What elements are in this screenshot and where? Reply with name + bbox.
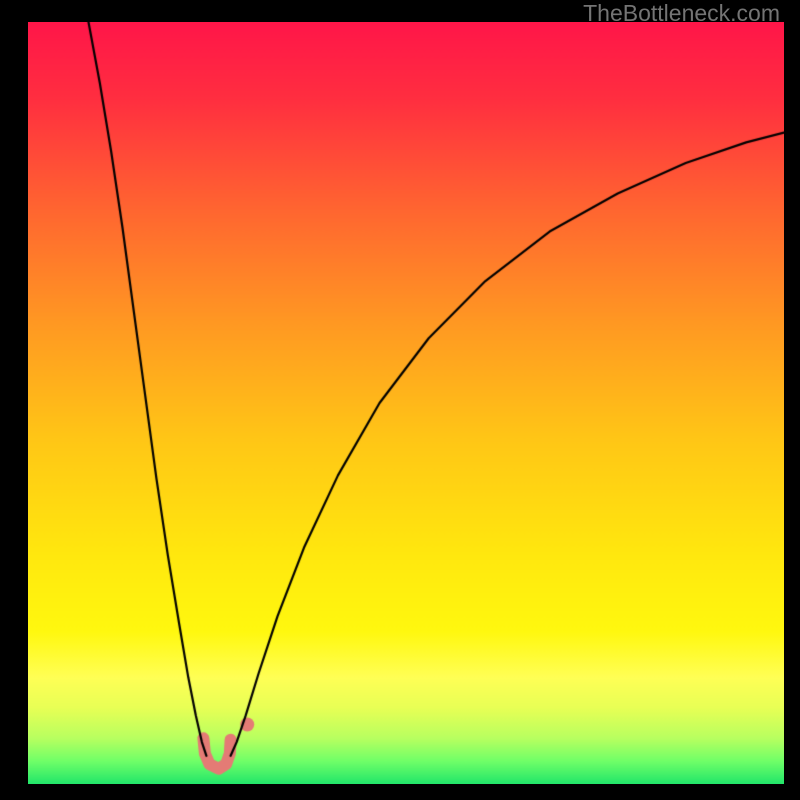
curves-layer [28, 22, 784, 784]
watermark-text: TheBottleneck.com [583, 0, 780, 27]
plot-area [28, 22, 784, 784]
stage: TheBottleneck.com [0, 0, 800, 800]
